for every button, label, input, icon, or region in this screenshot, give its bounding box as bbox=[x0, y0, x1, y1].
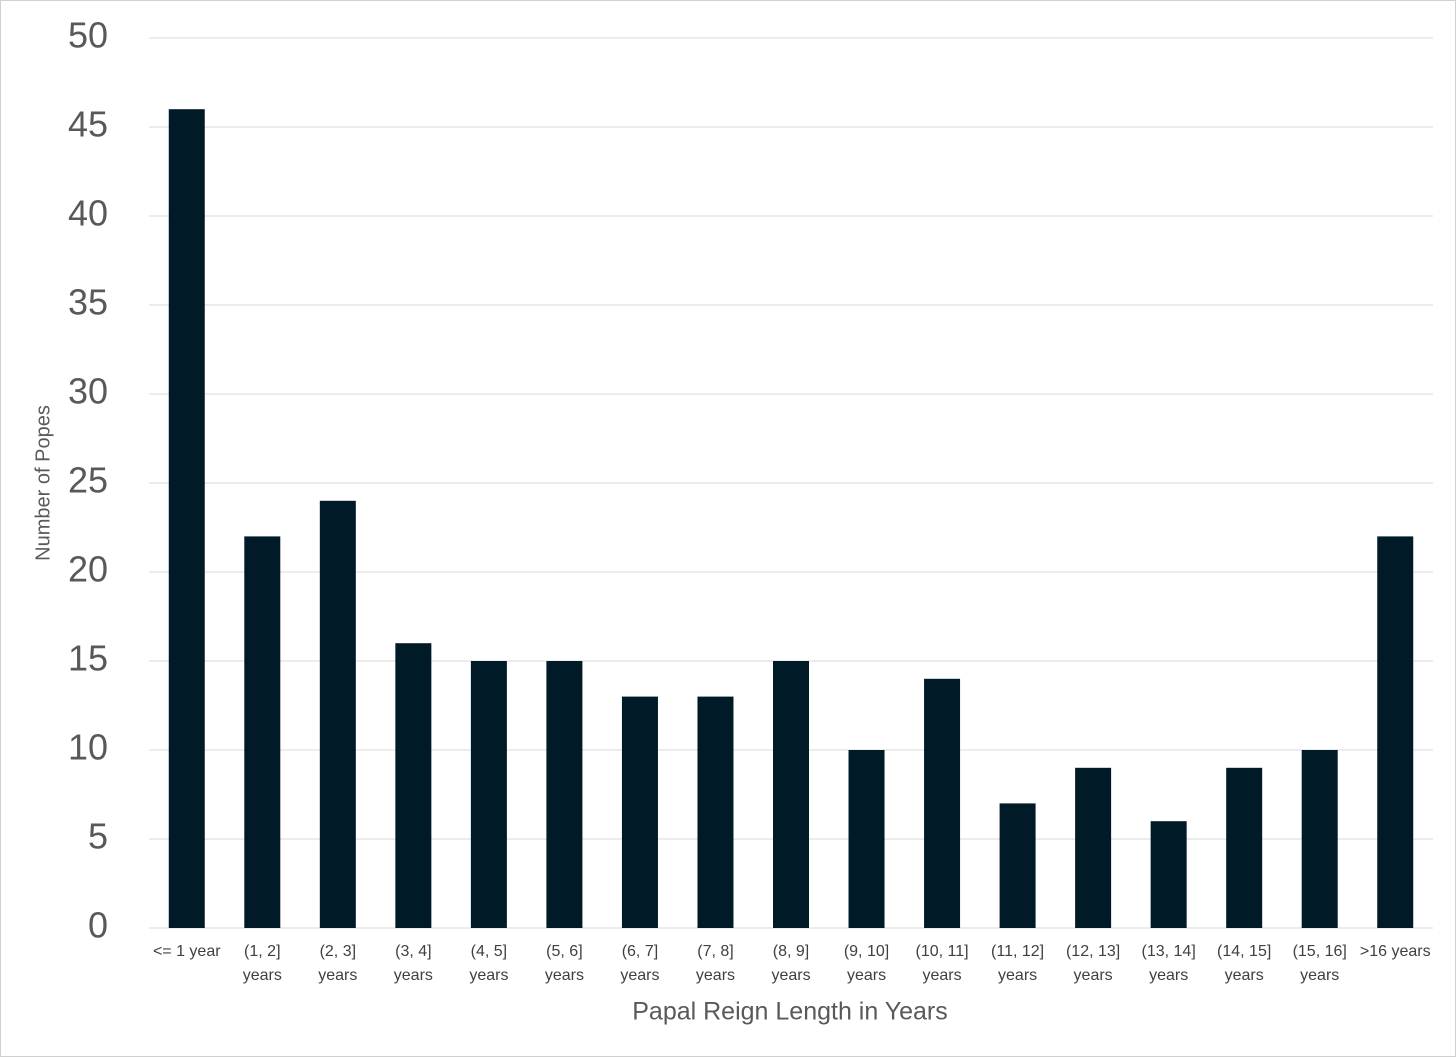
y-tick-label: 45 bbox=[68, 104, 108, 145]
x-tick-label: (7, 8] years bbox=[695, 943, 736, 984]
bar bbox=[1226, 767, 1263, 928]
bar bbox=[924, 678, 961, 928]
x-tick-label: (4, 5] years bbox=[469, 943, 509, 984]
x-tick-label: (15, 16] years bbox=[1292, 943, 1347, 984]
y-tick-label: 50 bbox=[68, 15, 108, 56]
x-tick-label: (1, 2] years bbox=[242, 943, 282, 984]
y-tick-label: 20 bbox=[68, 549, 108, 590]
bar bbox=[697, 696, 734, 928]
y-tick-label: 40 bbox=[68, 193, 108, 234]
bar bbox=[773, 661, 809, 928]
bar bbox=[470, 661, 507, 928]
bar bbox=[244, 536, 281, 928]
x-tick-label: (10, 11] years bbox=[915, 943, 969, 984]
x-tick-label: (6, 7] years bbox=[620, 943, 660, 984]
x-tick-label: (3, 4] years bbox=[393, 943, 433, 984]
y-tick-label: 15 bbox=[68, 638, 108, 679]
x-tick-label: >16 years bbox=[1359, 943, 1431, 960]
bar bbox=[621, 696, 658, 928]
x-tick-label: (2, 3] years bbox=[318, 943, 358, 984]
x-tick-label: (9, 10] years bbox=[843, 943, 890, 984]
x-tick-label: (13, 14] years bbox=[1141, 943, 1196, 984]
x-tick-label: (5, 6] years bbox=[544, 943, 584, 984]
y-axis-title: Number of Popes bbox=[32, 405, 54, 561]
bar bbox=[1150, 821, 1187, 928]
bar bbox=[319, 500, 356, 928]
bar bbox=[999, 803, 1036, 928]
y-tick-label: 0 bbox=[88, 905, 108, 946]
x-tick-label: (11, 12] years bbox=[991, 943, 1045, 984]
y-tick-label: 10 bbox=[68, 727, 108, 768]
bar bbox=[395, 643, 432, 928]
x-tick-label: (8, 9] years bbox=[771, 943, 811, 984]
bar bbox=[546, 661, 583, 928]
x-tick-label: <= 1 year bbox=[152, 943, 221, 960]
x-tick-label: (14, 15] years bbox=[1217, 943, 1272, 984]
y-tick-label: 35 bbox=[68, 282, 108, 323]
y-tick-label: 30 bbox=[68, 371, 108, 412]
y-tick-label: 25 bbox=[68, 460, 108, 501]
bar bbox=[1075, 767, 1112, 928]
bar bbox=[168, 109, 205, 928]
x-tick-label: (12, 13] years bbox=[1065, 943, 1121, 984]
y-tick-label: 5 bbox=[88, 816, 108, 857]
bar bbox=[1377, 536, 1414, 928]
bar bbox=[848, 750, 885, 928]
bar bbox=[1301, 750, 1338, 928]
x-axis-title: Papal Reign Length in Years bbox=[632, 998, 948, 1026]
